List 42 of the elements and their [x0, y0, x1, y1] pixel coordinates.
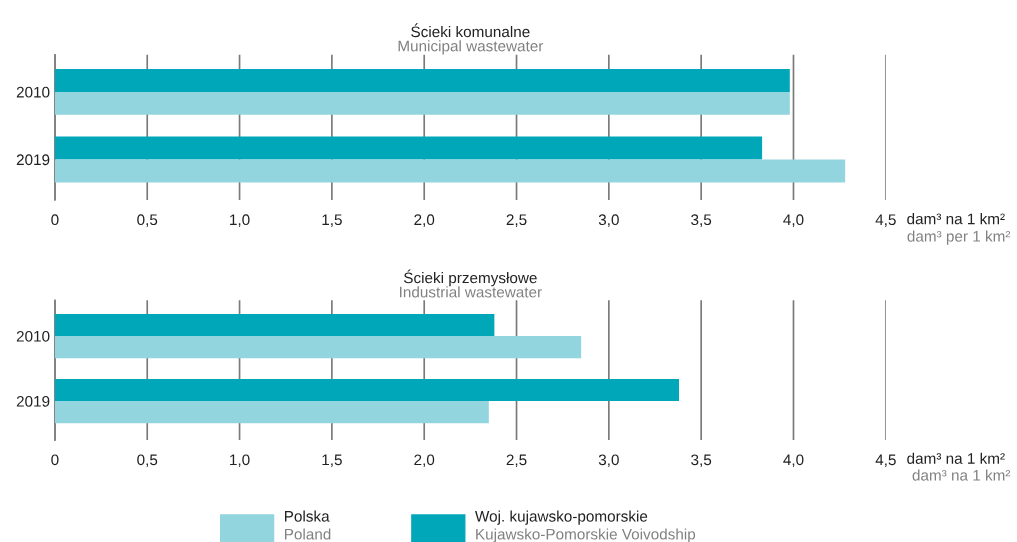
x-tick-label: 3,5 [691, 454, 712, 468]
chart-title: Ścieki przemysłowe [403, 269, 537, 287]
x-tick-label: 2,0 [414, 214, 435, 227]
bar [54, 91, 790, 115]
x-tick-label: 4,5 [875, 214, 896, 227]
bar [54, 136, 763, 160]
y-tick-label: 2019 [16, 395, 50, 407]
x-tick-label: 2,5 [506, 454, 527, 468]
x-tick-label: 0 [51, 214, 59, 226]
text: dam³ per 1 km² [907, 230, 1011, 245]
x-tick-label: 2,5 [506, 214, 527, 227]
x-tick-label: 2,0 [414, 454, 435, 468]
bar [54, 336, 582, 359]
bar [54, 313, 495, 337]
x-tick-label: 4,5 [875, 454, 896, 468]
y-tick-label: 2019 [16, 154, 50, 166]
legend-label: Polska Poland [285, 510, 331, 540]
legend-label: Woj. kujawsko-pomorskie Kujawsko-Pomorskie Voivodship [475, 510, 696, 542]
x-tick-label: 0 [51, 454, 59, 466]
x-tick-label: 3,5 [691, 214, 712, 227]
chart-subtitle: Municipal wastewater [398, 40, 544, 55]
text: dam³ na 1 km² [912, 469, 1011, 481]
x-tick-label: 1,5 [322, 214, 342, 227]
y-tick-label: 2010 [16, 330, 50, 342]
x-tick-label: 3,0 [598, 214, 619, 227]
x-axis-title: dam³ na 1 km² [907, 213, 1005, 225]
x-tick-label: 1,0 [230, 454, 250, 468]
chart-title: Ścieki komunalne [411, 23, 530, 38]
x-tick-label: 4,0 [783, 454, 804, 468]
bar [54, 378, 680, 402]
x-tick-label: 1,5 [322, 454, 342, 468]
x-tick-label: 4,0 [783, 214, 804, 227]
bar [54, 401, 489, 424]
x-tick-label: 0,5 [137, 454, 158, 468]
y-tick-label: 2010 [16, 86, 50, 98]
chart-subtitle: Industrial wastewater [400, 286, 542, 298]
x-axis-title: dam³ na 1 km² [907, 452, 1005, 464]
bar [54, 68, 790, 92]
bar [54, 159, 846, 183]
x-tick-label: 1,0 [230, 214, 250, 227]
x-tick-label: 0,5 [137, 214, 158, 227]
x-tick-label: 3,0 [598, 454, 619, 468]
